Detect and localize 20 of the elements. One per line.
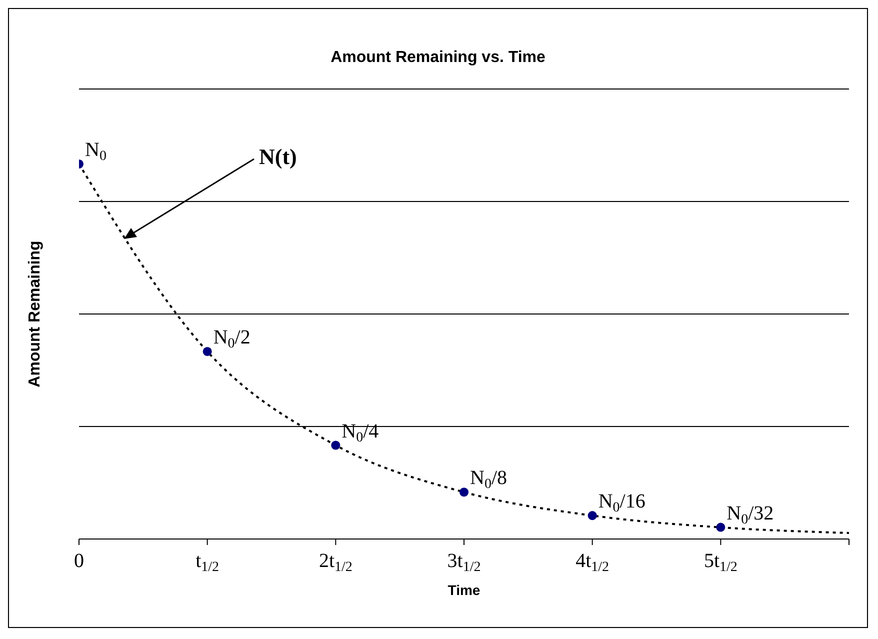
point: [588, 511, 597, 520]
point: [716, 522, 726, 532]
x-axis-title: Time: [448, 582, 480, 598]
annotation: N$_{0}$: [85, 139, 106, 164]
annotation: N$_{0}$/32: [726, 502, 774, 528]
x-tick-label: 0: [74, 550, 84, 572]
annotation: N$_{0}$/8: [470, 467, 508, 492]
x-tick-label: 5t$_{1/2}$: [704, 550, 738, 576]
chart-title: Amount Remaining vs. Time: [330, 49, 546, 67]
point: [459, 488, 469, 497]
point: [331, 440, 340, 450]
x-tick-label: 3t$_{1/2}$: [447, 550, 481, 576]
annotation: N$_{0}$/2: [213, 326, 250, 352]
y-axis-title: Amount Remaining: [26, 240, 44, 388]
x-tick-label: 4t$_{1/2}$: [576, 550, 610, 576]
point: [202, 346, 212, 356]
annotation: N$_{0}$/16: [598, 490, 646, 516]
x-tick-label: 2t$_{1/2}$: [318, 550, 352, 576]
x-tick-label: t$_{1/2}$: [196, 550, 220, 576]
annotation: N(t): [259, 144, 297, 169]
